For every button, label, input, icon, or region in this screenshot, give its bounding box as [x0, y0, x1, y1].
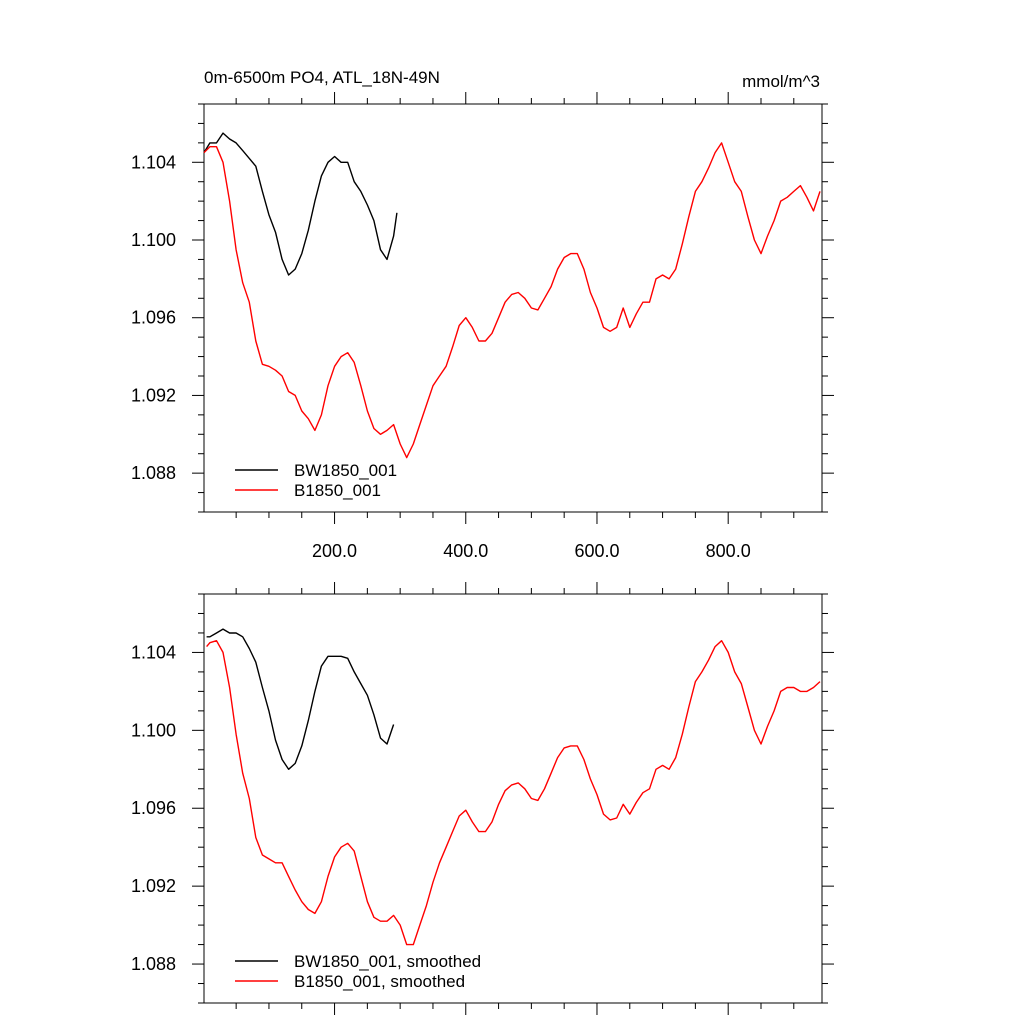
x-tick-label: 400.0: [443, 541, 488, 561]
legend-label: B1850_001, smoothed: [294, 972, 465, 991]
y-tick-label: 1.100: [131, 230, 176, 250]
x-tick-label: 600.0: [574, 541, 619, 561]
plot-frame: [203, 593, 823, 1004]
legend-label: BW1850_001, smoothed: [294, 952, 481, 971]
y-tick-label: 1.088: [131, 954, 176, 974]
y-tick-label: 1.096: [131, 308, 176, 328]
y-tick-label: 1.096: [131, 798, 176, 818]
units-label: mmol/m^3: [742, 72, 820, 91]
y-tick-label: 1.088: [131, 463, 176, 483]
legend-label: B1850_001: [294, 481, 381, 500]
series-line-1: [203, 132, 398, 276]
y-tick-label: 1.092: [131, 385, 176, 405]
legend-label: BW1850_001: [294, 461, 397, 480]
x-tick-label: 800.0: [706, 541, 751, 561]
y-tick-label: 1.104: [131, 152, 176, 172]
y-tick-label: 1.100: [131, 720, 176, 740]
series-line-1: [206, 628, 395, 770]
chart-panel-1: [192, 92, 834, 524]
y-tick-label: 1.104: [131, 642, 176, 662]
x-tick-label: 200.0: [312, 541, 357, 561]
series-line-2: [203, 142, 821, 459]
chart-panel-2: [192, 582, 834, 1015]
y-tick-label: 1.092: [131, 876, 176, 896]
series-line-2: [206, 640, 821, 946]
plot-frame: [203, 103, 823, 513]
chart-title: 0m-6500m PO4, ATL_18N-49N: [204, 68, 440, 87]
